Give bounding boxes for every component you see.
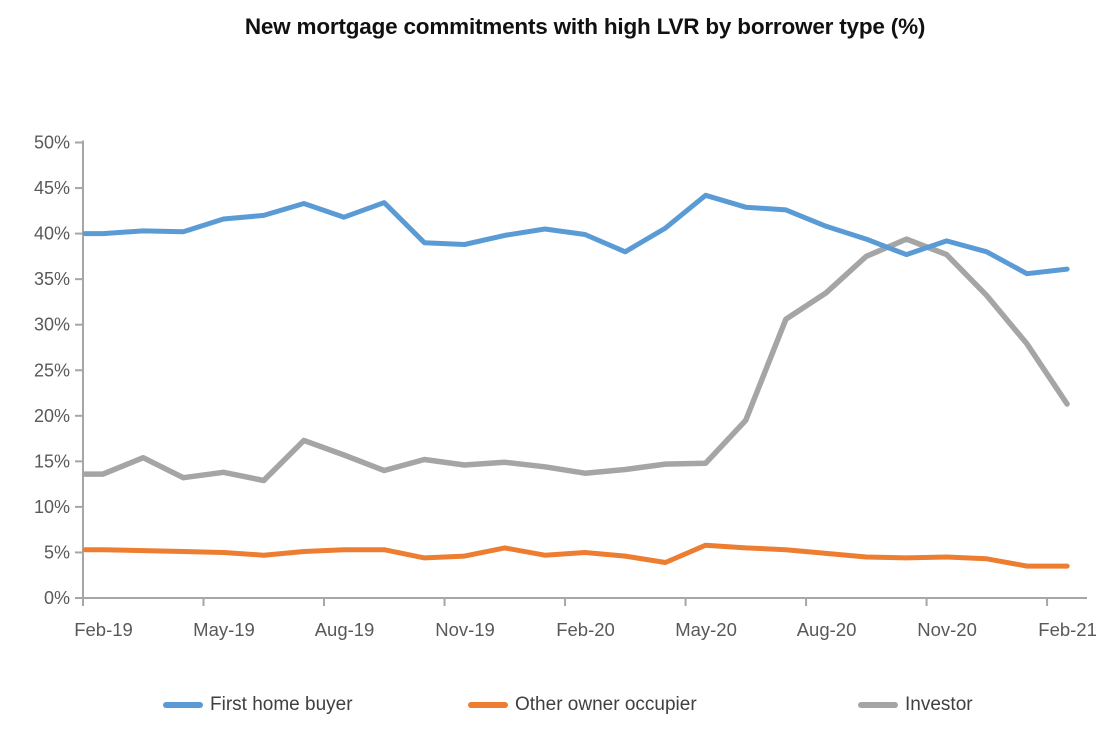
x-axis-tick-label: Nov-19 bbox=[435, 619, 495, 640]
x-axis-tick-label: Aug-19 bbox=[315, 619, 375, 640]
y-axis-tick-label: 5% bbox=[44, 542, 70, 562]
first-home-buyer-line-swatch bbox=[163, 701, 203, 709]
chart-legend: First home buyer Other owner occupier In… bbox=[0, 692, 1111, 722]
legend-item-first-home-buyer: First home buyer bbox=[163, 692, 353, 718]
x-axis-tick-label: Feb-20 bbox=[556, 619, 615, 640]
y-axis-tick-label: 10% bbox=[34, 497, 70, 517]
x-axis-tick-label: Nov-20 bbox=[917, 619, 977, 640]
investor-line-swatch bbox=[858, 701, 898, 709]
y-axis-tick-label: 35% bbox=[34, 269, 70, 289]
legend-label: First home buyer bbox=[210, 694, 353, 715]
legend-label: Other owner occupier bbox=[515, 694, 697, 715]
y-axis-tick-label: 30% bbox=[34, 315, 70, 335]
chart-title: New mortgage commitments with high LVR b… bbox=[244, 14, 926, 39]
legend-item-investor: Investor bbox=[858, 692, 973, 718]
y-axis-tick-label: 45% bbox=[34, 178, 70, 198]
y-axis-tick-label: 40% bbox=[34, 224, 70, 244]
legend-label: Investor bbox=[905, 694, 973, 715]
x-axis-tick-label: May-20 bbox=[675, 619, 737, 640]
y-axis-tick-label: 25% bbox=[34, 360, 70, 380]
x-axis-tick-label: Feb-19 bbox=[74, 619, 133, 640]
x-axis-tick-label: Feb-21 bbox=[1038, 619, 1097, 640]
other-owner-occupier-line-swatch bbox=[468, 701, 508, 709]
y-axis-tick-label: 50% bbox=[34, 133, 70, 153]
line-chart-plot-area: 0% 5% 10% 15% 20% 25% 30% 35% 40% 45% 50% Feb-19 May… bbox=[34, 133, 1097, 641]
investor-line bbox=[82, 236, 1070, 484]
x-axis-tick-label: Aug-20 bbox=[797, 619, 857, 640]
first-home-buyer-line bbox=[82, 192, 1070, 277]
y-axis-tick-label: 20% bbox=[34, 406, 70, 426]
y-axis-tick-label: 0% bbox=[44, 588, 70, 608]
legend-item-other-owner-occupier: Other owner occupier bbox=[468, 692, 697, 718]
x-axis-tick-label: May-19 bbox=[193, 619, 255, 640]
y-axis-tick-label: 15% bbox=[34, 451, 70, 471]
other-owner-occupier-line bbox=[82, 542, 1070, 569]
